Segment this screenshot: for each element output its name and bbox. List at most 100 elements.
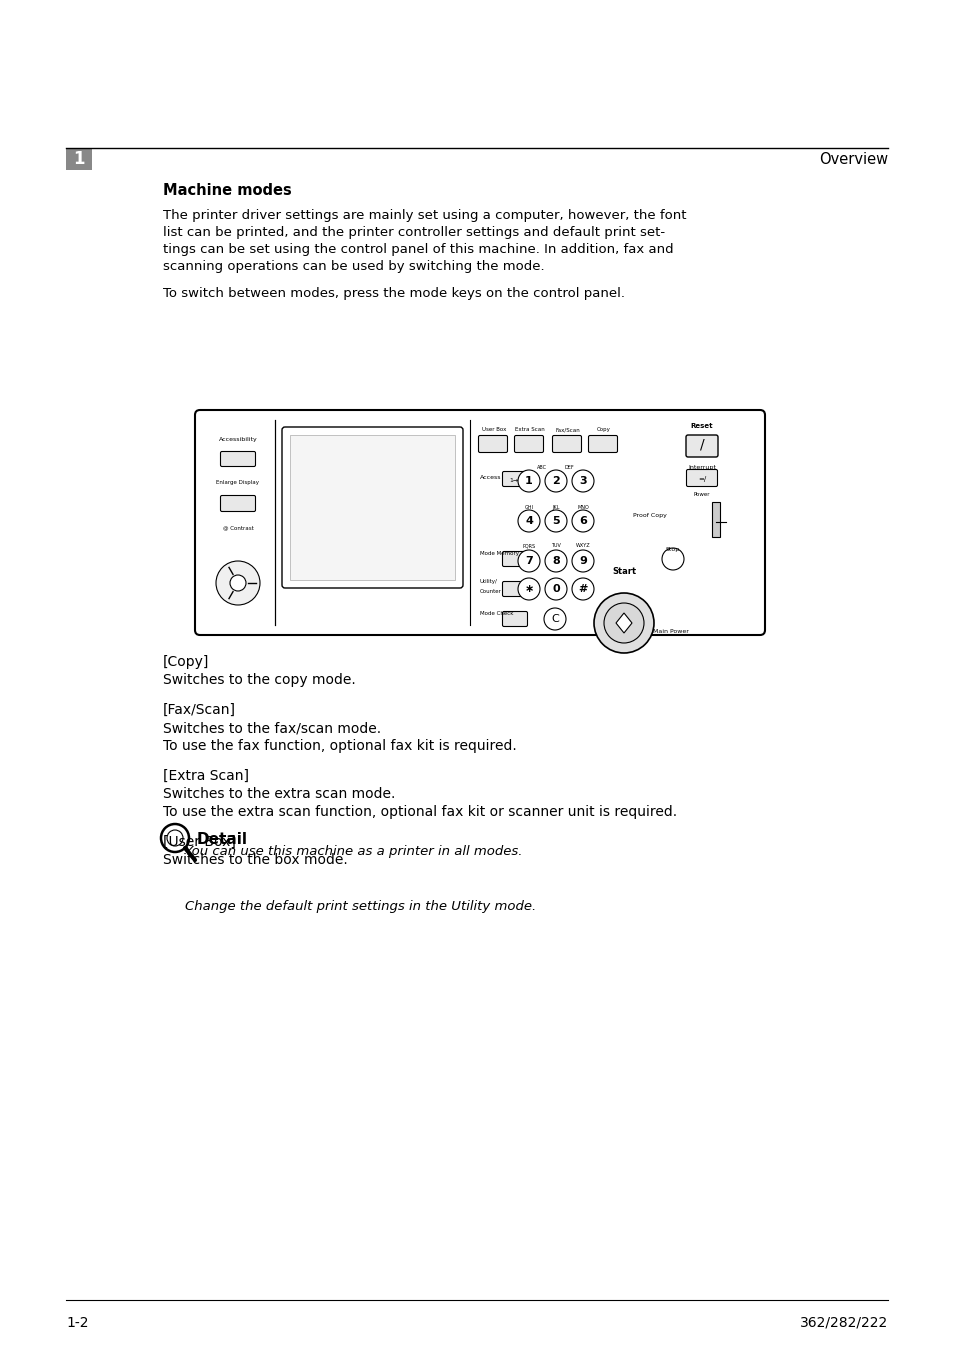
Circle shape	[544, 470, 566, 491]
Text: 6: 6	[578, 516, 586, 526]
Circle shape	[572, 510, 594, 532]
FancyBboxPatch shape	[220, 495, 255, 512]
Text: Copy: Copy	[597, 427, 610, 432]
Text: 2: 2	[552, 477, 559, 486]
Circle shape	[544, 549, 566, 572]
Circle shape	[517, 578, 539, 599]
Text: Main Power: Main Power	[653, 629, 688, 634]
Text: Utility/: Utility/	[479, 579, 497, 585]
Text: Reset: Reset	[690, 423, 713, 429]
Text: /: /	[699, 437, 703, 452]
Text: Change the default print settings in the Utility mode.: Change the default print settings in the…	[185, 900, 536, 913]
Text: ∗: ∗	[524, 585, 533, 594]
FancyBboxPatch shape	[290, 435, 455, 580]
FancyBboxPatch shape	[502, 612, 527, 626]
Circle shape	[572, 470, 594, 491]
Circle shape	[230, 575, 246, 591]
Text: [Copy]: [Copy]	[163, 655, 209, 670]
FancyBboxPatch shape	[685, 435, 718, 458]
Text: 5: 5	[552, 516, 559, 526]
Text: Switches to the fax/scan mode.: Switches to the fax/scan mode.	[163, 721, 381, 734]
Text: Stop: Stop	[665, 547, 679, 552]
FancyBboxPatch shape	[514, 436, 543, 452]
FancyBboxPatch shape	[502, 471, 525, 486]
FancyBboxPatch shape	[282, 427, 462, 589]
Text: MNO: MNO	[577, 505, 588, 510]
Text: JKL: JKL	[552, 505, 559, 510]
Text: Switches to the copy mode.: Switches to the copy mode.	[163, 674, 355, 687]
Text: To use the extra scan function, optional fax kit or scanner unit is required.: To use the extra scan function, optional…	[163, 805, 677, 819]
Circle shape	[517, 510, 539, 532]
Circle shape	[167, 830, 183, 846]
Circle shape	[661, 548, 683, 570]
Text: 3: 3	[578, 477, 586, 486]
Text: GHI: GHI	[524, 505, 533, 510]
Bar	[711, 502, 720, 537]
Bar	[66, 148, 91, 170]
FancyBboxPatch shape	[502, 582, 527, 597]
FancyBboxPatch shape	[502, 552, 527, 567]
FancyBboxPatch shape	[194, 410, 764, 634]
Circle shape	[544, 510, 566, 532]
FancyBboxPatch shape	[478, 436, 507, 452]
Circle shape	[544, 578, 566, 599]
Circle shape	[543, 608, 565, 630]
Text: 7: 7	[524, 556, 533, 566]
Circle shape	[603, 603, 643, 643]
Text: [User Box]: [User Box]	[163, 836, 235, 849]
Text: Start: Start	[611, 567, 636, 576]
Text: The printer driver settings are mainly set using a computer, however, the font: The printer driver settings are mainly s…	[163, 209, 686, 221]
Text: To switch between modes, press the mode keys on the control panel.: To switch between modes, press the mode …	[163, 288, 624, 300]
Text: 1: 1	[524, 477, 533, 486]
Circle shape	[572, 549, 594, 572]
FancyBboxPatch shape	[220, 451, 255, 467]
Text: [Fax/Scan]: [Fax/Scan]	[163, 703, 235, 717]
Text: #: #	[578, 585, 587, 594]
Text: Extra Scan: Extra Scan	[515, 427, 544, 432]
FancyBboxPatch shape	[588, 436, 617, 452]
Text: PQRS: PQRS	[522, 543, 535, 548]
Text: To use the fax function, optional fax kit is required.: To use the fax function, optional fax ki…	[163, 738, 517, 753]
Text: Mode Check: Mode Check	[479, 612, 513, 616]
Text: 1-2: 1-2	[66, 1316, 89, 1330]
Text: 4: 4	[524, 516, 533, 526]
Text: ABC: ABC	[537, 464, 546, 470]
Circle shape	[594, 593, 654, 653]
Text: 8: 8	[552, 556, 559, 566]
Text: TUV: TUV	[551, 543, 560, 548]
Polygon shape	[616, 613, 631, 633]
Circle shape	[517, 470, 539, 491]
Text: C: C	[551, 614, 558, 624]
Circle shape	[572, 578, 594, 599]
Text: 0: 0	[552, 585, 559, 594]
Circle shape	[517, 549, 539, 572]
Text: @ Contrast: @ Contrast	[222, 525, 253, 531]
Text: 9: 9	[578, 556, 586, 566]
Text: scanning operations can be used by switching the mode.: scanning operations can be used by switc…	[163, 261, 544, 273]
Text: You can use this machine as a printer in all modes.: You can use this machine as a printer in…	[185, 845, 522, 859]
Circle shape	[161, 824, 189, 852]
Text: 1→: 1→	[509, 478, 518, 482]
Text: Access: Access	[479, 475, 501, 481]
Text: Counter: Counter	[479, 589, 501, 594]
Text: Mode Memory: Mode Memory	[479, 551, 518, 556]
Text: Power: Power	[693, 491, 709, 497]
Circle shape	[215, 562, 260, 605]
Text: DEF: DEF	[563, 464, 573, 470]
Text: Fax/Scan: Fax/Scan	[555, 427, 579, 432]
Text: Proof Copy: Proof Copy	[633, 513, 666, 518]
Text: WXYZ: WXYZ	[575, 543, 590, 548]
Text: Switches to the box mode.: Switches to the box mode.	[163, 853, 348, 867]
Text: Machine modes: Machine modes	[163, 184, 292, 198]
Text: 362/282/222: 362/282/222	[799, 1316, 887, 1330]
Text: list can be printed, and the printer controller settings and default print set-: list can be printed, and the printer con…	[163, 225, 664, 239]
Text: Accessibility: Accessibility	[218, 437, 257, 441]
Text: tings can be set using the control panel of this machine. In addition, fax and: tings can be set using the control panel…	[163, 243, 673, 256]
FancyBboxPatch shape	[686, 470, 717, 486]
Text: Detail: Detail	[196, 832, 248, 846]
Text: [Extra Scan]: [Extra Scan]	[163, 769, 249, 783]
Text: Interrupt: Interrupt	[687, 464, 715, 470]
Text: Switches to the extra scan mode.: Switches to the extra scan mode.	[163, 787, 395, 801]
Text: 1: 1	[73, 150, 85, 167]
FancyBboxPatch shape	[552, 436, 581, 452]
